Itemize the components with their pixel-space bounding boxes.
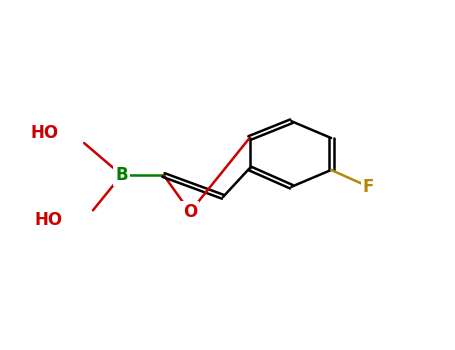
Text: O: O <box>183 203 197 221</box>
Text: B: B <box>115 166 128 184</box>
Text: HO: HO <box>35 211 63 229</box>
Text: F: F <box>363 178 374 196</box>
Text: HO: HO <box>30 124 59 142</box>
